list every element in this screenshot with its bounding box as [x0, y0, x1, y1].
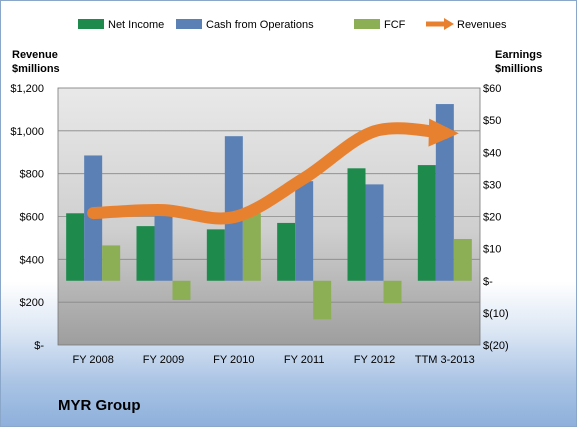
legend-label: FCF: [384, 19, 406, 31]
bar-net-income: [277, 222, 296, 281]
legend-label: Net Income: [108, 19, 164, 31]
bar-net-income: [417, 165, 436, 281]
bar-fcf: [242, 213, 261, 281]
right-tick-label: $30: [483, 179, 501, 191]
category-label: TTM 3-2013: [415, 354, 475, 366]
category-label: FY 2012: [354, 354, 395, 366]
right-tick-label: $(20): [483, 340, 509, 352]
bar-cash-from-operations: [365, 184, 384, 281]
legend-label: Revenues: [457, 19, 507, 31]
left-tick-label: $600: [20, 212, 44, 224]
right-tick-label: $60: [483, 83, 501, 95]
bar-cash-from-operations: [435, 104, 454, 281]
legend-label: Cash from Operations: [206, 19, 314, 31]
left-tick-label: $-: [34, 340, 44, 352]
bar-net-income: [347, 168, 366, 281]
left-axis-title-line1: Revenue: [12, 49, 58, 61]
left-tick-label: $200: [20, 297, 44, 309]
legend: Net Income Cash from Operations FCF Revenue…: [78, 18, 507, 31]
legend-swatch: [354, 19, 380, 29]
category-labels: FY 2008 FY 2009 FY 2010 FY 2011 FY 2012 TTM 3…: [72, 354, 474, 366]
category-label: FY 2010: [213, 354, 254, 366]
right-tick-label: $50: [483, 115, 501, 127]
bar-fcf: [313, 280, 332, 320]
category-label: FY 2008: [72, 354, 113, 366]
legend-arrow-revenues: [444, 18, 454, 30]
bar-cash-from-operations: [154, 206, 173, 281]
category-label: FY 2009: [143, 354, 184, 366]
bar-net-income: [206, 229, 225, 281]
bar-fcf: [102, 245, 121, 281]
category-label: FY 2011: [284, 354, 325, 366]
right-tick-label: $40: [483, 147, 501, 159]
right-axis-ticks: $(20) $(10) $- $10 $20 $30 $40 $50 $60: [483, 83, 509, 352]
left-axis-title-line2: $millions: [12, 63, 60, 75]
bar-cash-from-operations: [295, 181, 314, 281]
bar-fcf: [383, 280, 402, 304]
legend-swatch: [78, 19, 104, 29]
right-tick-label: $10: [483, 244, 501, 256]
bar-fcf: [172, 280, 191, 301]
revenues-line: [87, 118, 459, 225]
company-name: MYR Group: [58, 397, 141, 414]
bar-fcf: [453, 238, 472, 281]
right-axis-title-line1: Earnings: [495, 49, 542, 61]
left-axis-ticks: $- $200 $400 $600 $800 $1,000 $1,200: [10, 83, 44, 352]
legend-swatch: [176, 19, 202, 29]
right-tick-label: $20: [483, 212, 501, 224]
left-tick-label: $400: [20, 254, 44, 266]
bar-cash-from-operations: [224, 136, 243, 281]
left-tick-label: $800: [20, 169, 44, 181]
left-tick-label: $1,200: [10, 83, 44, 95]
right-tick-label: $-: [483, 276, 493, 288]
revenue-line-group: [87, 118, 459, 225]
bar-net-income: [136, 226, 155, 281]
right-tick-label: $(10): [483, 308, 509, 320]
left-tick-label: $1,000: [10, 126, 44, 138]
bar-net-income: [66, 213, 85, 281]
right-axis-title-line2: $millions: [495, 63, 543, 75]
